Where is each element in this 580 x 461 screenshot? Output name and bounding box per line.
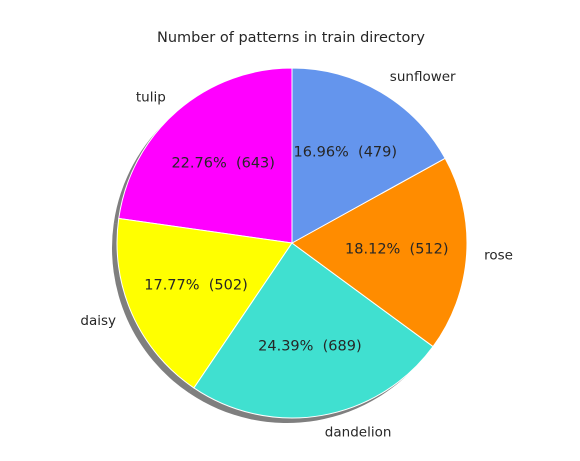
- percent-label-daisy: 17.77% (502): [144, 278, 248, 294]
- category-label-daisy: daisy: [80, 313, 116, 329]
- percent-label-dandelion: 24.39% (689): [258, 339, 362, 355]
- category-label-tulip: tulip: [136, 90, 166, 106]
- percent-label-rose: 18.12% (512): [345, 242, 449, 258]
- percent-label-tulip: 22.76% (643): [171, 156, 275, 172]
- percent-label-sunflower: 16.96% (479): [294, 145, 398, 161]
- chart-title: Number of patterns in train directory: [157, 30, 425, 46]
- category-label-sunflower: sunflower: [390, 69, 456, 85]
- category-label-rose: rose: [484, 247, 513, 263]
- category-label-dandelion: dandelion: [325, 425, 392, 441]
